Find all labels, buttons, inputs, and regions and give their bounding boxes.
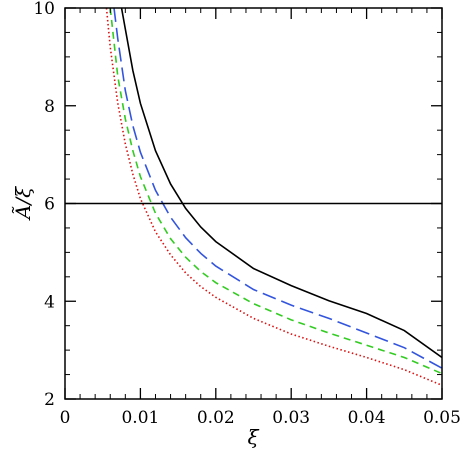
series-line-1 [120,8,442,359]
curves [105,8,442,387]
tick-labels: 0 0.01 0.02 0.03 0.04 0.05 2 4 6 8 10 [33,0,461,428]
x-tick-label: 0.03 [272,408,310,428]
x-tick-label: 0.01 [121,408,159,428]
y-tick-label: 2 [44,390,55,410]
series-line-4 [105,8,442,387]
x-tick-label: 0.02 [197,408,235,428]
x-tick-label: 0.04 [348,408,386,428]
y-tick-label: 6 [44,195,55,215]
ticks [64,7,443,400]
series-line-2 [113,8,442,369]
y-tick-label: 10 [33,0,55,19]
x-axis-label: ξ [247,425,259,449]
series-line-3 [109,8,442,375]
y-axis-label: Ã/ξ [11,186,35,221]
x-tick-label: 0 [60,408,71,428]
x-tick-label: 0.05 [423,408,461,428]
y-tick-label: 8 [44,97,55,117]
y-tick-label: 4 [44,292,55,312]
